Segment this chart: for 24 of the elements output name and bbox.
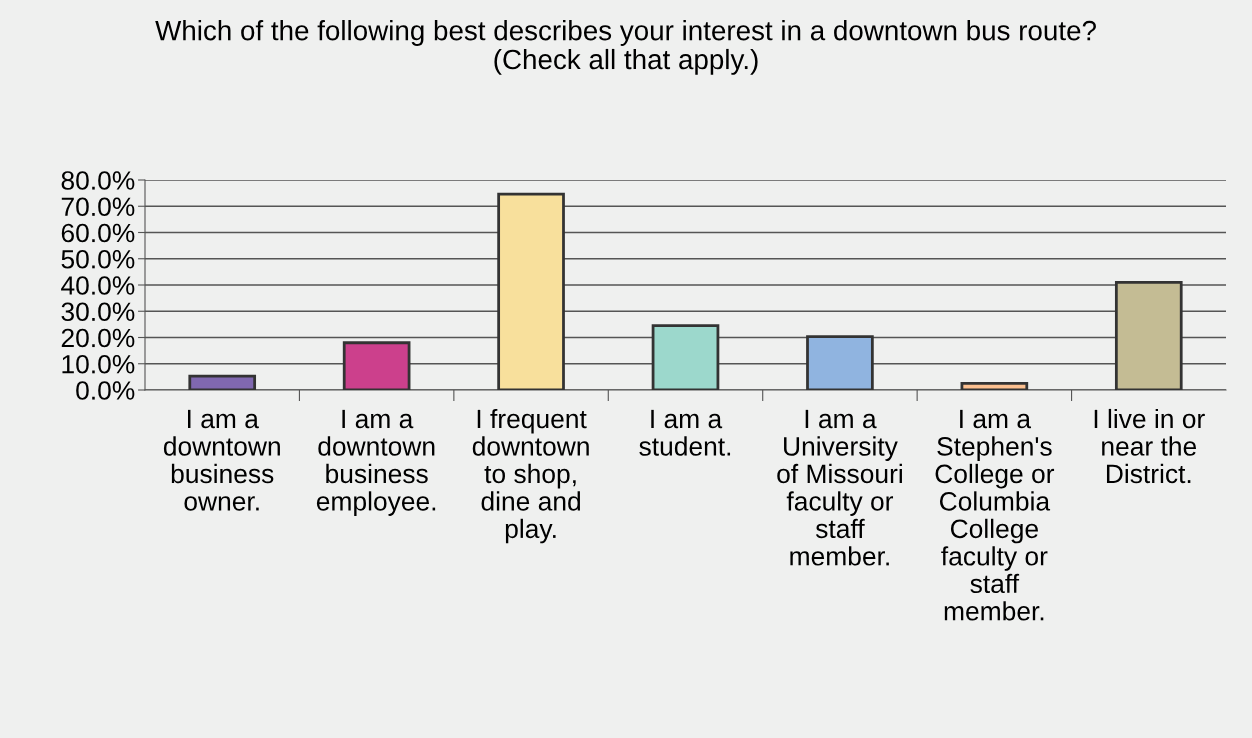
x-tick-label: I am a University of Missouri faculty or staff member. bbox=[777, 409, 902, 566]
x-tick-label: I am a downtown business owner. bbox=[163, 409, 280, 511]
x-tick-label: I live in or near the District. bbox=[1094, 408, 1205, 484]
bar bbox=[1114, 280, 1183, 390]
x-tick-label: I am a Stephen's College or Columbia College faculty or staff member. bbox=[935, 409, 1055, 621]
y-tick-label: 80.0% bbox=[61, 171, 135, 190]
bar bbox=[188, 374, 257, 390]
chart-title: Which of the following best describes your interest in a downtown bus route? (Check all that apply.) bbox=[155, 20, 1096, 75]
y-tick-label: 50.0% bbox=[61, 249, 135, 269]
y-tick-label: 40.0% bbox=[61, 276, 135, 295]
bar bbox=[806, 335, 874, 390]
bar bbox=[342, 341, 411, 390]
x-tick-label: I frequent downtown to shop, dine and play. bbox=[472, 408, 589, 544]
x-tick-label: I am a student. bbox=[639, 409, 731, 456]
bar bbox=[651, 324, 720, 390]
y-tick-label: 20.0% bbox=[61, 328, 135, 348]
y-tick-label: 60.0% bbox=[61, 223, 135, 243]
bar bbox=[497, 192, 565, 390]
y-tick-label: 10.0% bbox=[62, 354, 135, 374]
y-tick-label: 70.0% bbox=[61, 197, 135, 217]
y-tick-label: 30.0% bbox=[61, 302, 135, 322]
bar bbox=[960, 382, 1029, 390]
y-tick-label: 0.0% bbox=[76, 381, 135, 400]
x-tick-label: I am a downtown business employee. bbox=[316, 409, 436, 516]
